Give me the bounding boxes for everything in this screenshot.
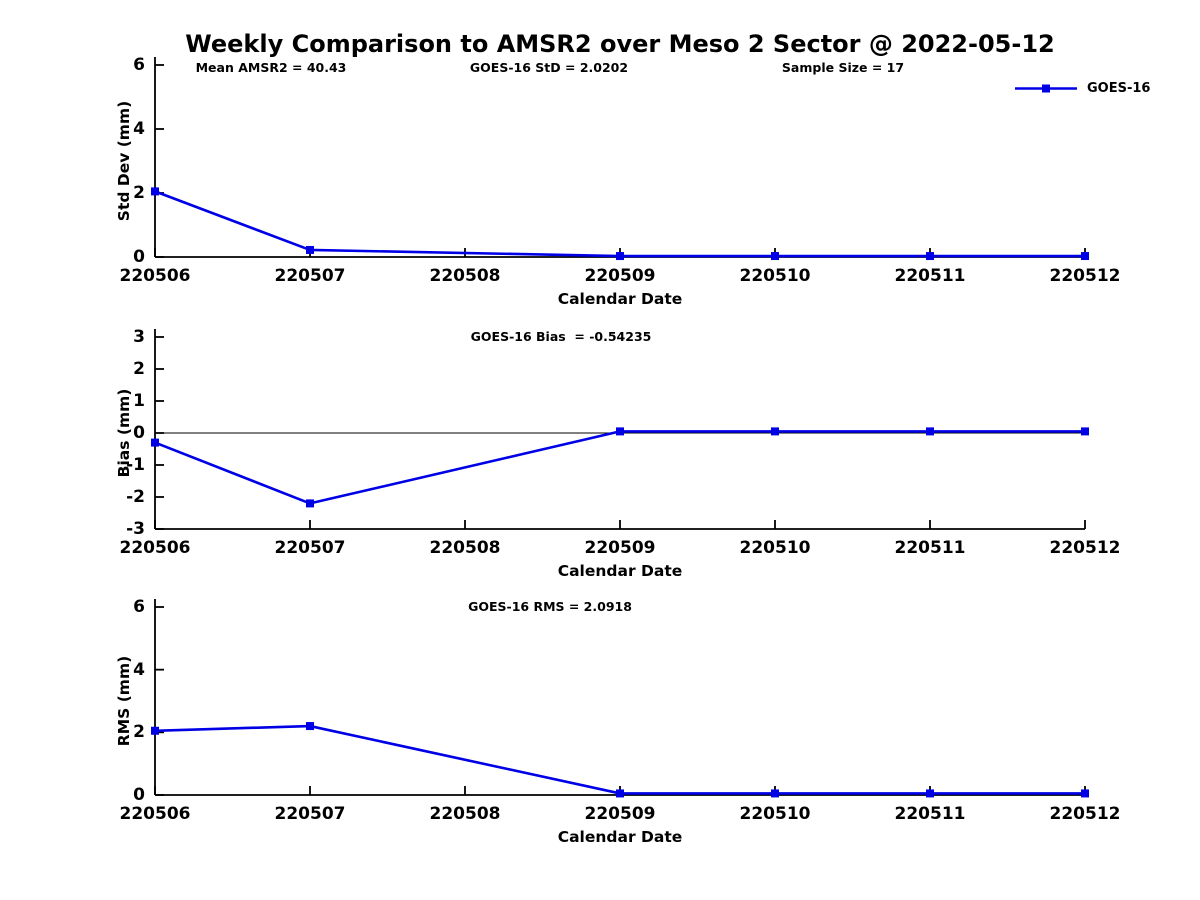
data-point-marker — [306, 722, 314, 731]
x-tick-label: 220506 — [119, 266, 191, 286]
x-tick-label: 220509 — [584, 266, 656, 286]
data-point-marker — [1081, 252, 1089, 261]
y-tick-label: -1 — [126, 455, 145, 475]
x-tick-label: 220512 — [1049, 804, 1121, 824]
x-tick-label: 220509 — [584, 804, 656, 824]
y-axis-label: Bias (mm) — [115, 388, 133, 478]
legend: GOES-16 — [1013, 80, 1150, 97]
legend-line-marker-icon — [1015, 84, 1077, 93]
data-point-marker — [771, 789, 779, 798]
data-point-marker — [616, 427, 624, 436]
data-point-marker — [1081, 427, 1089, 436]
stats-annotation: Mean AMSR2 = 40.43 — [195, 60, 347, 75]
y-tick-label: 0 — [133, 785, 145, 805]
data-point-marker — [1081, 789, 1089, 798]
y-tick-label: 1 — [133, 391, 145, 411]
stats-annotation: Sample Size = 17 — [781, 60, 905, 75]
data-point-marker — [926, 427, 934, 436]
x-tick-label: 220512 — [1049, 266, 1121, 286]
x-axis-label: Calendar Date — [557, 290, 683, 308]
y-tick-label: 0 — [133, 423, 145, 443]
x-tick-label: 220506 — [119, 804, 191, 824]
y-tick-label: 6 — [133, 597, 145, 617]
series-line — [154, 190, 1085, 258]
x-tick-label: 220507 — [274, 266, 346, 286]
x-tick-label: 220506 — [119, 538, 191, 558]
y-tick-label: 4 — [133, 659, 145, 680]
figure-title: Weekly Comparison to AMSR2 over Meso 2 S… — [185, 30, 1055, 58]
data-point-marker — [151, 187, 159, 196]
y-tick-label: -3 — [126, 519, 145, 539]
data-point-marker — [616, 252, 624, 261]
x-tick-label: 220510 — [739, 538, 811, 558]
data-point-marker — [771, 427, 779, 436]
data-point-marker — [306, 499, 314, 508]
data-point-marker — [151, 438, 159, 447]
y-axis-label: RMS (mm) — [115, 655, 133, 747]
x-axis-label: Calendar Date — [557, 562, 683, 580]
x-tick-label: 220508 — [429, 538, 501, 558]
x-tick-label: 220507 — [274, 538, 346, 558]
legend-series-label: GOES-16 — [1087, 81, 1151, 96]
y-tick-label: 3 — [133, 327, 145, 347]
x-tick-label: 220510 — [739, 266, 811, 286]
data-point-marker — [926, 789, 934, 798]
y-tick-label: 2 — [133, 359, 145, 379]
data-point-marker — [926, 252, 934, 261]
x-tick-label: 220510 — [739, 804, 811, 824]
x-tick-label: 220508 — [429, 266, 501, 286]
x-axis-label: Calendar Date — [557, 828, 683, 846]
y-tick-label: 2 — [133, 183, 145, 203]
y-tick-label: 0 — [133, 247, 145, 267]
data-point-marker — [151, 726, 159, 735]
y-tick-label: 2 — [133, 722, 145, 743]
y-tick-label: 6 — [133, 55, 145, 75]
x-tick-label: 220508 — [429, 804, 501, 824]
x-tick-label: 220507 — [274, 804, 346, 824]
series-line — [154, 430, 1085, 505]
y-tick-label: 4 — [133, 119, 145, 139]
x-tick-label: 220509 — [584, 538, 656, 558]
y-tick-label: -2 — [126, 487, 145, 507]
series-line — [154, 724, 1085, 795]
stats-annotation: GOES-16 Bias = -0.54235 — [470, 329, 652, 344]
stats-annotation: GOES-16 StD = 2.0202 — [469, 60, 629, 75]
stats-annotation: GOES-16 RMS = 2.0918 — [468, 599, 632, 614]
x-tick-label: 220511 — [894, 266, 966, 286]
x-tick-label: 220511 — [894, 804, 966, 824]
y-axis-label: Std Dev (mm) — [115, 100, 133, 222]
data-point-marker — [616, 789, 624, 798]
data-point-marker — [306, 245, 314, 254]
x-tick-label: 220512 — [1049, 538, 1121, 558]
data-point-marker — [771, 252, 779, 261]
x-tick-label: 220511 — [894, 538, 966, 558]
